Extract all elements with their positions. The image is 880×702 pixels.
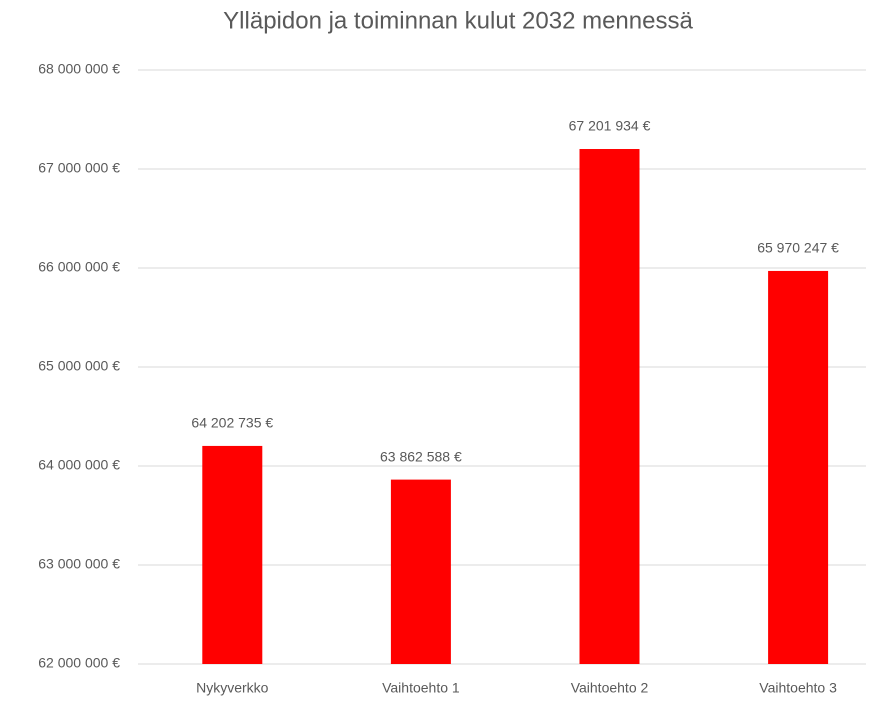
y-tick-label: 64 000 000 € bbox=[38, 457, 120, 473]
chart-title: Ylläpidon ja toiminnan kulut 2032 mennes… bbox=[223, 7, 693, 34]
x-tick-label: Vaihtoehto 2 bbox=[571, 680, 649, 696]
x-tick-label: Vaihtoehto 3 bbox=[759, 680, 837, 696]
data-label: 64 202 735 € bbox=[191, 415, 273, 431]
bar bbox=[768, 270, 829, 664]
y-tick-label: 63 000 000 € bbox=[38, 556, 120, 572]
y-tick-label: 67 000 000 € bbox=[38, 160, 120, 176]
x-tick-label: Nykyverkko bbox=[196, 680, 269, 696]
data-label: 67 201 934 € bbox=[569, 118, 651, 134]
data-label: 63 862 588 € bbox=[380, 448, 462, 464]
y-tick-label: 68 000 000 € bbox=[38, 61, 120, 77]
data-label: 65 970 247 € bbox=[757, 240, 839, 256]
y-tick-label: 62 000 000 € bbox=[38, 655, 120, 671]
bar bbox=[202, 445, 263, 664]
bar bbox=[390, 479, 451, 664]
x-tick-label: Vaihtoehto 1 bbox=[382, 680, 460, 696]
y-tick-label: 66 000 000 € bbox=[38, 259, 120, 275]
y-tick-label: 65 000 000 € bbox=[38, 358, 120, 374]
bar bbox=[579, 149, 640, 664]
